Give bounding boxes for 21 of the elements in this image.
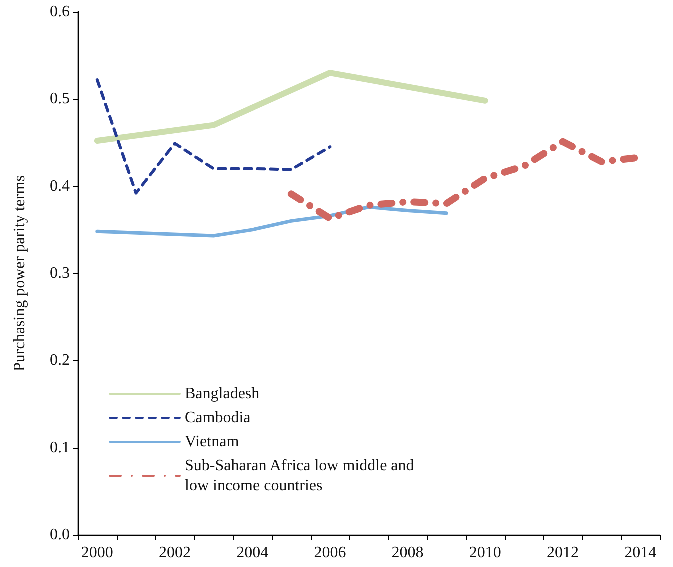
y-tick-label: 0.3	[50, 265, 70, 282]
y-tick-label: 0.2	[50, 352, 70, 370]
x-tick-label: 2002	[159, 544, 191, 562]
x-tick-label: 2012	[547, 544, 579, 562]
y-tick-label: 0.4	[50, 178, 70, 195]
x-tick-label: 2010	[469, 544, 502, 562]
y-tick-label: 0.1	[50, 439, 70, 456]
x-tick-label: 2006	[314, 544, 346, 562]
legend-label: Bangladesh	[185, 386, 260, 402]
y-tick-label: 0.5	[50, 90, 70, 108]
x-tick-label: 2000	[81, 544, 114, 562]
legend-label: Sub-Saharan Africa low middle and low income countries	[185, 458, 418, 494]
x-tick-label: 2008	[392, 544, 424, 562]
x-tick-label: 2004	[236, 544, 269, 562]
legend-label: Cambodia	[185, 410, 251, 426]
legend-label: Vietnam	[185, 434, 240, 450]
y-tick-label: 0.6	[50, 4, 70, 20]
y-tick-label: 0.0	[50, 526, 70, 544]
line-series	[96, 78, 332, 195]
x-tick-label: 2014	[624, 544, 657, 562]
y-axis-title: Purchasing power parity terms	[12, 176, 28, 372]
